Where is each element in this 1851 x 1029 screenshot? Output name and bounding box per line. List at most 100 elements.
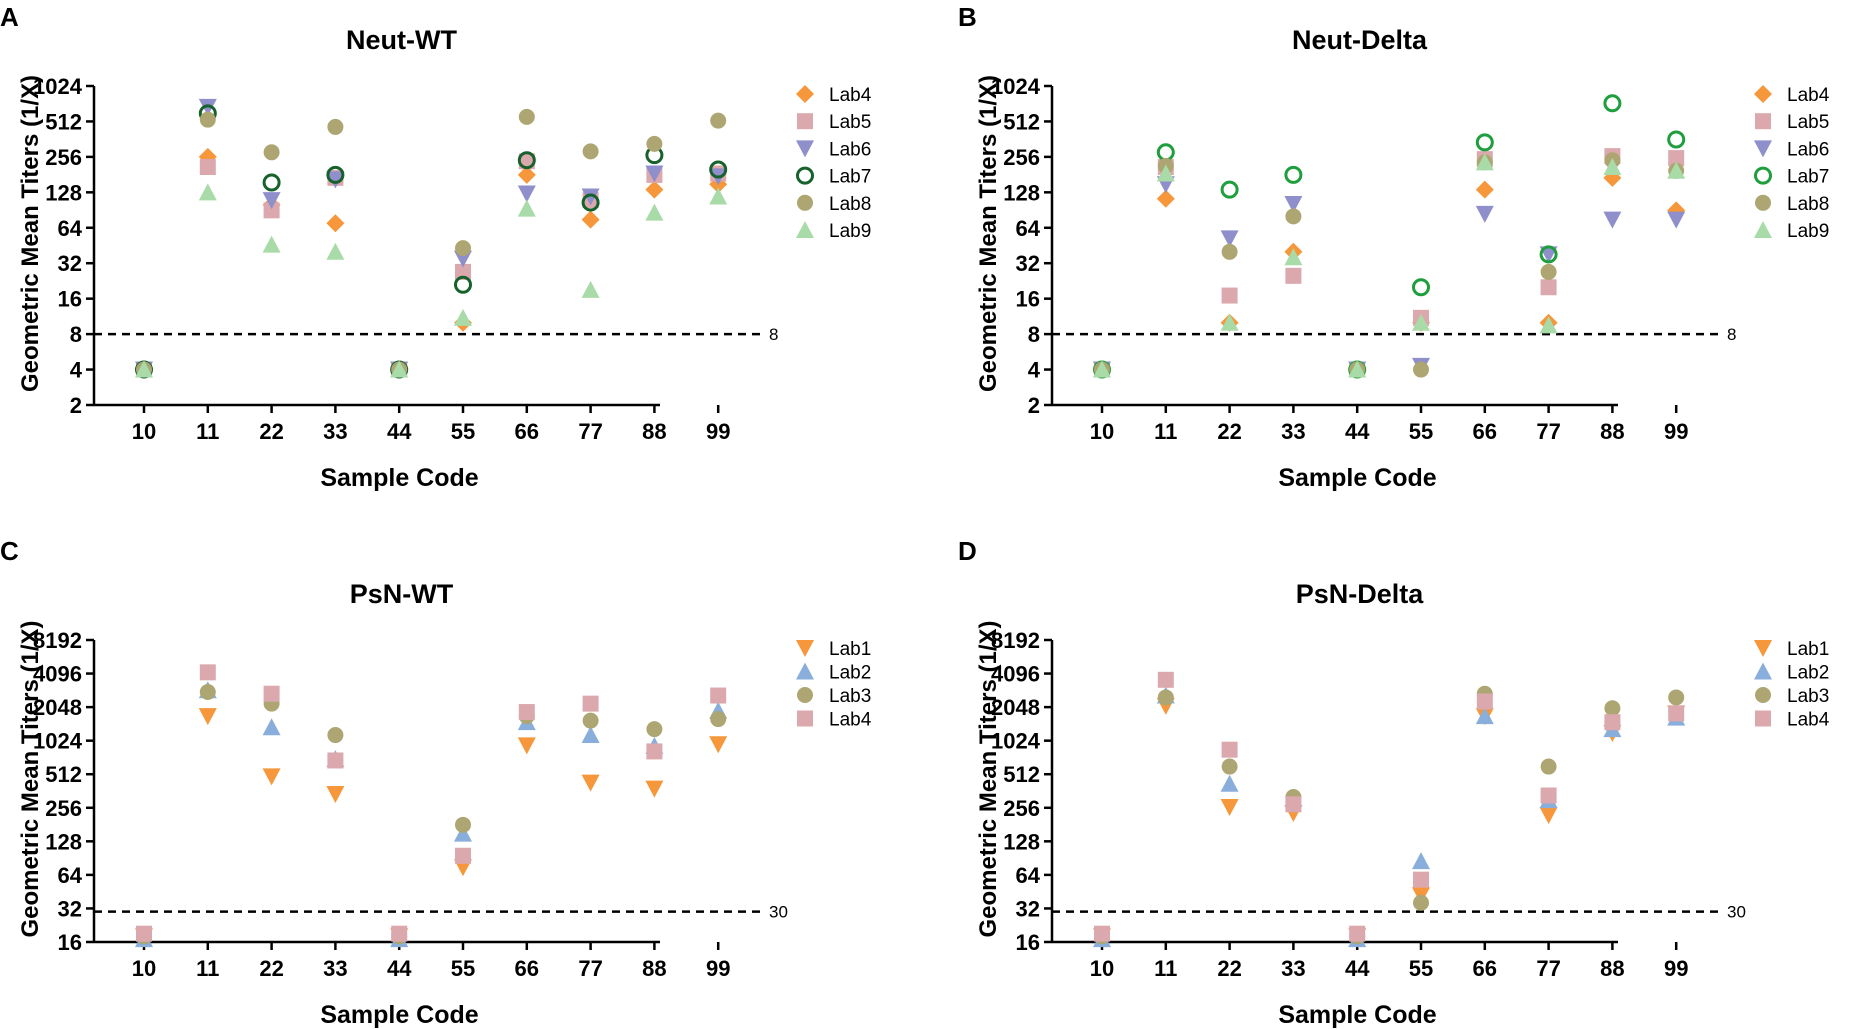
- data-point: [263, 685, 280, 702]
- legend-marker: [797, 687, 813, 703]
- legend-label: Lab2: [1787, 663, 1829, 684]
- data-point: [1284, 248, 1303, 266]
- legend-label: Lab4: [1787, 85, 1830, 106]
- x-axis-label: Sample Code: [1278, 464, 1436, 492]
- data-point: [198, 98, 217, 116]
- data-point: [1157, 671, 1174, 688]
- data-point: [1285, 796, 1302, 813]
- data-point: [646, 135, 663, 152]
- data-point: [455, 847, 471, 864]
- data-point: [1156, 143, 1175, 162]
- data-point: [582, 695, 599, 712]
- data-point: [1221, 741, 1238, 758]
- legend-marker: [796, 662, 814, 680]
- legend-label: Lab5: [829, 112, 871, 133]
- panel-letter: B: [958, 2, 977, 32]
- panel-letter: C: [0, 536, 19, 566]
- legend-marker: [1754, 140, 1772, 158]
- legend-label: Lab8: [829, 194, 871, 215]
- legend-marker: [1754, 662, 1772, 680]
- x-tick-label: 22: [1217, 956, 1241, 981]
- legend-label: Lab1: [829, 639, 871, 660]
- legend-marker: [1754, 640, 1772, 657]
- data-point: [1604, 714, 1621, 731]
- data-point: [646, 721, 663, 738]
- data-point: [326, 242, 345, 260]
- x-axis-label: Sample Code: [1278, 1001, 1436, 1029]
- data-point: [582, 712, 599, 729]
- data-point: [1539, 316, 1558, 334]
- legend-marker: [1755, 687, 1771, 703]
- data-point: [581, 726, 600, 744]
- data-point: [518, 108, 535, 125]
- data-point: [1540, 279, 1557, 296]
- data-point: [1412, 313, 1430, 331]
- panel-letter: D: [958, 536, 977, 566]
- data-point: [262, 173, 281, 192]
- legend-marker: [1754, 85, 1772, 103]
- y-tick-label: 8: [1028, 322, 1040, 347]
- chart-panel-d: D PsN-Delta 8192 4096 2048 1024 512 256 128 64 32 1…: [958, 536, 1830, 1029]
- x-tick-label: 10: [1090, 419, 1114, 444]
- x-tick-label: 77: [578, 419, 602, 444]
- legend-label: Lab4: [829, 85, 872, 106]
- legend-label: Lab9: [829, 221, 871, 242]
- x-tick-label: 10: [132, 956, 156, 981]
- y-tick-label: 32: [1016, 896, 1040, 921]
- y-tick-label: 8: [70, 322, 82, 347]
- y-axis-label: Geometric Mean Titers (1/X): [975, 621, 1002, 938]
- data-point: [454, 308, 472, 326]
- data-point: [1413, 871, 1429, 888]
- data-point: [199, 664, 216, 681]
- data-point: [1475, 180, 1494, 199]
- data-point: [1476, 693, 1493, 710]
- y-axis-label: Geometric Mean Titers (1/X): [17, 75, 44, 392]
- x-tick-label: 44: [1345, 956, 1370, 981]
- data-point: [709, 160, 728, 179]
- x-tick-label: 66: [1473, 419, 1497, 444]
- y-tick-label: 512: [45, 762, 82, 787]
- data-point: [1667, 130, 1686, 149]
- y-tick-label: 128: [45, 829, 82, 854]
- chart-panel-b: B Neut-Delta 1024 512 256 128 64 32 16 8 4 2 10 11 22 3…: [958, 2, 1830, 492]
- legend-label: Lab6: [829, 139, 871, 160]
- data-point: [517, 199, 536, 217]
- legend-marker: [796, 221, 814, 238]
- series-lab6: [135, 98, 728, 379]
- data-point: [1475, 133, 1494, 152]
- y-tick-label: 512: [1003, 762, 1040, 787]
- data-point: [1156, 164, 1175, 182]
- chart-title: Neut-Delta: [1292, 25, 1428, 55]
- x-tick-label: 22: [259, 419, 283, 444]
- y-tick-label: 256: [45, 796, 82, 821]
- x-tick-label: 33: [323, 419, 347, 444]
- legend: Lab4 Lab5 Lab6 Lab7 Lab8 Lab9: [796, 85, 872, 242]
- x-tick-label: 10: [1090, 956, 1114, 981]
- data-point: [1668, 689, 1685, 706]
- data-point: [517, 737, 536, 755]
- x-tick-label: 66: [515, 956, 539, 981]
- y-tick-label: 32: [1016, 251, 1040, 276]
- threshold-label: 8: [769, 325, 778, 344]
- data-point: [581, 774, 600, 792]
- y-tick-label: 32: [58, 896, 82, 921]
- y-tick-label: 16: [58, 287, 82, 312]
- data-point: [455, 240, 471, 257]
- series-lab2: [1093, 686, 1686, 948]
- data-point: [1220, 180, 1239, 199]
- legend-marker: [796, 85, 814, 103]
- legend-marker: [1755, 194, 1771, 211]
- x-tick-label: 88: [642, 419, 666, 444]
- y-tick-label: 2048: [33, 695, 82, 720]
- data-point: [136, 925, 152, 942]
- data-point: [262, 192, 281, 210]
- data-point: [645, 180, 664, 199]
- threshold-label: 30: [1727, 903, 1746, 922]
- legend-marker: [1755, 710, 1771, 727]
- x-axis-label: Sample Code: [320, 1001, 478, 1029]
- legend-marker: [797, 194, 813, 211]
- data-point: [199, 683, 216, 700]
- chart-panel-a: A Neut-WT 1024 512 256 128 64 32 16 8 4 2 10 11 22 33 44…: [0, 2, 872, 492]
- data-point: [1221, 243, 1238, 260]
- data-point: [326, 165, 345, 184]
